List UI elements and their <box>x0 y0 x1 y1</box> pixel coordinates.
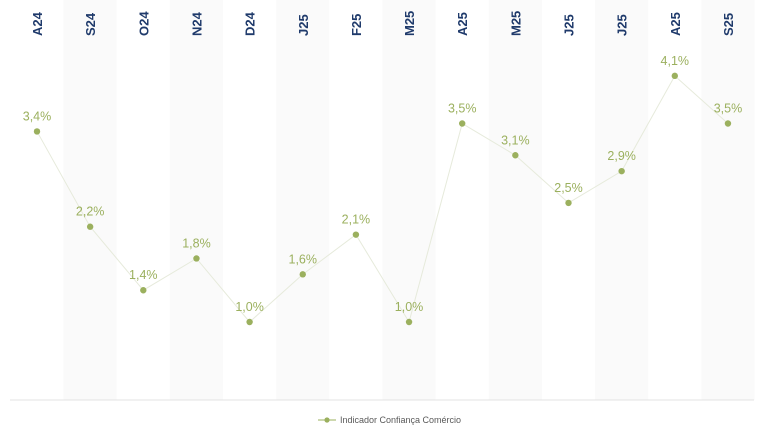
data-point <box>459 120 466 127</box>
data-label: 3,4% <box>23 109 52 123</box>
data-label: 2,9% <box>607 149 636 163</box>
data-point <box>140 287 147 294</box>
x-tick-label: D24 <box>243 11 258 36</box>
x-tick-label: J25 <box>562 14 577 36</box>
data-labels: 3,4% 2,2% 1,4% 1,8% 1,0% 1,6% 2,1% 1,0% 3,5% 3,1%… <box>23 54 742 314</box>
data-point <box>193 255 200 262</box>
data-points <box>33 72 732 326</box>
x-axis-tick-labels: A24 S24 O24 N24 D24 J25 F25 M25 A25 M25 J25 J25 A25 S… <box>30 11 736 36</box>
data-point <box>33 128 41 135</box>
x-tick-label: F25 <box>349 14 364 36</box>
column-band <box>169 0 224 400</box>
legend: Indicador Confiança Comércio <box>318 415 461 425</box>
data-label: 3,1% <box>501 133 530 147</box>
column-band <box>63 0 117 400</box>
series-line <box>36 75 729 324</box>
data-label: 1,8% <box>182 236 211 250</box>
data-point <box>724 120 732 127</box>
data-label: 2,2% <box>76 205 105 219</box>
x-tick-label: J25 <box>615 14 630 36</box>
x-tick-label: S24 <box>83 12 98 36</box>
x-tick-label: J25 <box>296 14 311 36</box>
data-point <box>671 72 678 80</box>
data-point <box>299 271 306 278</box>
x-tick-label: S25 <box>721 13 736 36</box>
column-band <box>276 0 330 400</box>
data-point <box>405 318 413 326</box>
column-band <box>488 0 542 400</box>
x-tick-label: A24 <box>30 11 45 36</box>
data-label: 1,0% <box>235 300 264 314</box>
data-label: 3,5% <box>714 102 743 116</box>
x-tick-label: O24 <box>136 11 151 36</box>
x-tick-label: M25 <box>508 11 523 36</box>
data-label: 1,6% <box>289 252 318 266</box>
data-point <box>352 231 360 238</box>
data-label: 3,5% <box>448 102 477 116</box>
legend-marker <box>324 417 330 423</box>
data-point <box>512 152 519 159</box>
x-tick-label: N24 <box>189 11 204 36</box>
data-label: 2,1% <box>342 213 371 227</box>
data-point <box>246 318 253 326</box>
data-label: 1,0% <box>395 300 424 314</box>
x-tick-label: A25 <box>455 12 470 36</box>
data-label: 2,5% <box>554 181 583 195</box>
data-label: 4,1% <box>661 54 690 68</box>
data-point <box>565 199 572 207</box>
column-band <box>382 0 436 400</box>
x-tick-label: M25 <box>402 11 417 36</box>
data-label: 1,4% <box>129 268 158 282</box>
column-bands <box>63 0 755 400</box>
data-point <box>618 167 625 175</box>
x-tick-label: A25 <box>668 12 683 36</box>
column-band <box>595 0 649 400</box>
legend-label: Indicador Confiança Comércio <box>340 415 461 425</box>
column-band <box>701 0 755 400</box>
data-point <box>86 223 94 230</box>
